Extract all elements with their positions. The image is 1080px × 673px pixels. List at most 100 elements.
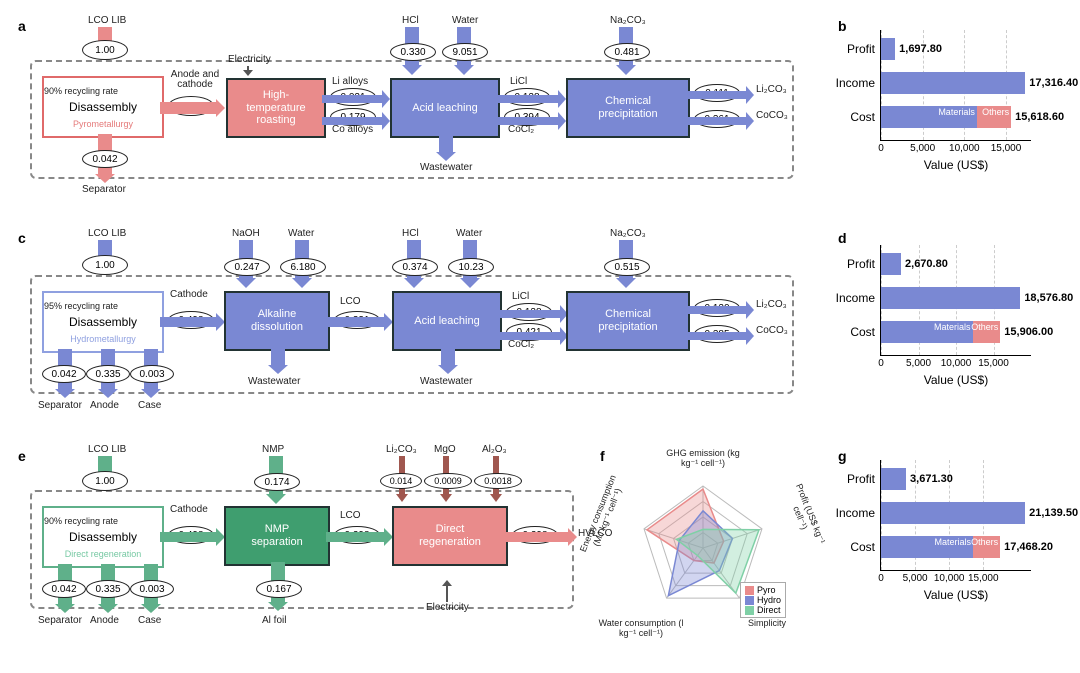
c-out0-v: 0.042 [42,365,86,383]
a-p1a2 [322,112,390,130]
e-dis-sub: Direct regeneration [65,549,142,559]
c-proc3: Chemicalprecipitation [566,291,690,351]
e-disassembly: 90% recycling rate Disassembly Direct re… [42,506,164,568]
e-input-label: LCO LIB [88,444,126,455]
c-p1o-a [326,313,393,331]
c-p3o1-l: Li₂CO₃ [756,299,787,310]
a-p3a1 [686,86,754,104]
a-dis-title: Disassembly [69,101,137,115]
c-out1-l: Anode [90,400,119,411]
e-p2e: Electricity [426,602,469,613]
a-w-l: Water [452,15,478,26]
lg-pyro: Pyro [757,585,776,595]
a-elec: Electricity [228,54,271,65]
c-naoh-v: 0.247 [224,258,270,276]
e-out2-v: 0.003 [130,580,174,598]
c-out0-l: Separator [38,400,82,411]
label-c: c [18,230,26,246]
a-na-l: Na₂CO₃ [610,15,646,26]
c-mid-a [160,313,225,331]
c-dis-title: Disassembly [69,316,137,330]
c-proc2: Acid leaching [392,291,502,351]
e-mg-l: MgO [434,444,456,455]
a-proc1: High-temperatureroasting [226,78,326,138]
e-mid-l: Cathode [170,504,208,515]
e-nmp-l: NMP [262,444,284,455]
e-al-l: Al₂O₃ [482,444,507,455]
e-out1-l: Anode [90,615,119,626]
c-p2w-a [438,347,458,374]
a-proc2: Acid leaching [390,78,500,138]
c-p1w: Wastewater [248,376,300,387]
c-w1-v: 6.180 [280,258,326,276]
a-input-label: LCO LIB [88,15,126,26]
a-proc3: Chemicalprecipitation [566,78,690,138]
e-mid-a [160,528,225,546]
e-proc1: NMPseparation [224,506,330,566]
a-p2a2 [496,112,566,130]
c-out2-l: Case [138,400,161,411]
a-p1o1-l: Li alloys [332,76,368,87]
e-rate: 90% recycling rate [41,515,165,527]
c-w2-l: Water [456,228,482,239]
c-p2o1-l: LiCl [512,291,529,302]
c-dis-sub: Hydrometallurgy [70,334,136,344]
c-hcl-v: 0.374 [392,258,438,276]
e-input-val: 1.00 [82,471,128,491]
c-out2-v: 0.003 [130,365,174,383]
c-hcl-l: HCl [402,228,419,239]
e-p1b-v: 0.167 [256,580,302,598]
e-p2o-a [504,528,577,546]
label-g: g [838,448,847,464]
c-out1-v: 0.335 [86,365,130,383]
c-p3a2 [686,327,754,345]
c-naoh-l: NaOH [232,228,260,239]
a-mid-arrow [160,99,225,117]
label-f: f [600,448,605,464]
radar-ax0: GHG emission (kg kg⁻¹ cell⁻¹) [658,448,748,469]
c-w2-v: 10.23 [448,258,494,276]
e-p1o-a [326,528,393,546]
page: a b c d e f g LCO LIB 1.00 90% recycling… [0,0,1080,673]
e-proc2: Directregeneration [392,506,508,566]
label-a: a [18,18,26,34]
a-hcl-v: 0.330 [390,43,436,61]
c-p2a2 [498,327,568,345]
a-hcl-l: HCl [402,15,419,26]
a-p1a1 [322,90,390,108]
a-elec-arrow [243,66,253,76]
a-w-v: 9.051 [442,43,488,61]
c-p1o-l: LCO [340,296,361,307]
c-p2w: Wastewater [420,376,472,387]
a-p2a1 [496,90,566,108]
a-sep-l: Separator [82,184,126,195]
a-p2-waste: Wastewater [420,162,472,173]
c-p3a1 [686,301,754,319]
a-na-v: 0.481 [604,43,650,61]
e-out0-l: Separator [38,615,82,626]
e-nmp-v: 0.174 [254,473,300,491]
radar-ax3: Water consumption (l kg⁻¹ cell⁻¹) [596,618,686,639]
barchart-g: 05,00010,00015,000Profit3,671.30Income21… [880,460,1060,571]
a-p3o1-l: Li₂CO₃ [756,84,787,95]
a-disassembly: 90% recycling rate Disassembly Pyrometal… [42,76,164,138]
a-rate: 90% recycling rate [41,85,165,97]
e-p2e-a [442,580,452,602]
barchart-b: 05,00010,00015,000Profit1,697.80Income17… [880,30,1060,141]
c-rate: 95% recycling rate [41,300,165,312]
e-out2-l: Case [138,615,161,626]
lg-hydro: Hydro [757,595,781,605]
c-proc1: Alkalinedissolution [224,291,330,351]
c-mid-l: Cathode [170,289,208,300]
a-sep-v: 0.042 [82,150,128,168]
e-p1o-l: LCO [340,510,361,521]
c-p1w-a [268,347,288,374]
c-na-l: Na₂CO₃ [610,228,646,239]
c-na-v: 0.515 [604,258,650,276]
e-out0-v: 0.042 [42,580,86,598]
e-mg-v: 0.0009 [424,473,472,489]
label-b: b [838,18,847,34]
a-p3o2-l: CoCO₃ [756,110,788,121]
a-mid-label: Anode andcathode [165,70,225,90]
c-input-val: 1.00 [82,255,128,275]
